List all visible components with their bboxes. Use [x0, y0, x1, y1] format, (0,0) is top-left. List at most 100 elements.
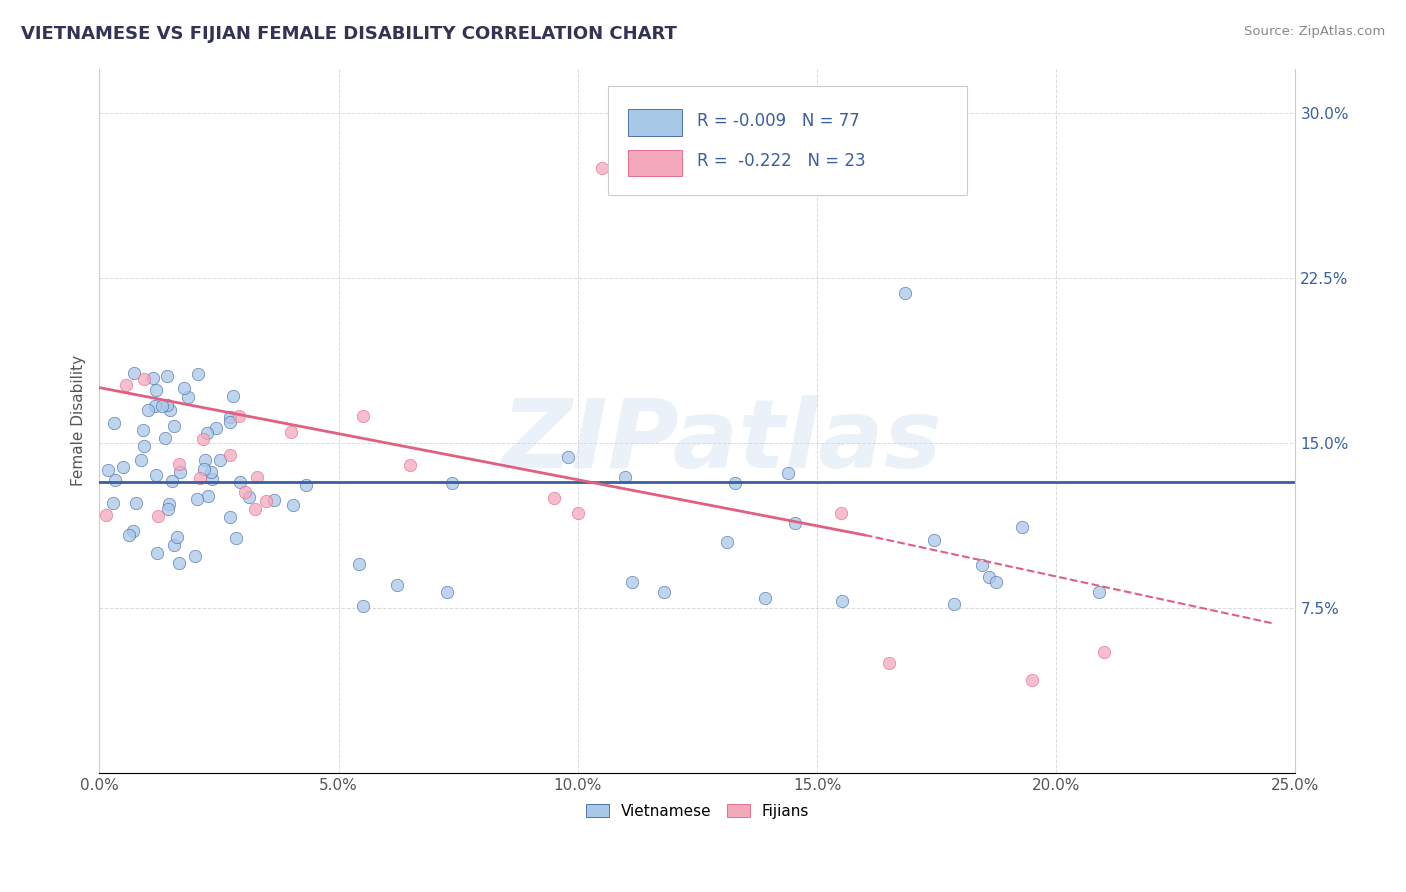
Point: [922, 533, 945, 547]
Point: [204, 421, 226, 435]
Point: [187, 368, 209, 382]
Text: R =  -0.222   N = 23: R = -0.222 N = 23: [697, 153, 866, 170]
Point: [125, 495, 148, 509]
Point: [399, 458, 422, 472]
Point: [280, 425, 302, 439]
FancyBboxPatch shape: [628, 150, 682, 177]
Point: [97, 463, 120, 477]
Point: [970, 558, 993, 573]
Point: [352, 409, 374, 424]
Point: [146, 546, 169, 560]
Point: [441, 476, 464, 491]
Point: [157, 497, 180, 511]
Point: [984, 575, 1007, 590]
Point: [162, 418, 184, 433]
Point: [1011, 520, 1033, 534]
Point: [233, 484, 256, 499]
Y-axis label: Female Disability: Female Disability: [72, 355, 86, 486]
Point: [115, 378, 138, 392]
Point: [167, 457, 190, 471]
Point: [103, 495, 125, 509]
Point: [167, 557, 190, 571]
Point: [613, 470, 636, 484]
Point: [136, 402, 159, 417]
Point: [652, 585, 675, 599]
Point: [156, 398, 179, 412]
Text: Source: ZipAtlas.com: Source: ZipAtlas.com: [1244, 25, 1385, 38]
Point: [118, 527, 141, 541]
Point: [156, 502, 179, 516]
Point: [166, 530, 188, 544]
Point: [184, 549, 207, 563]
Point: [385, 577, 408, 591]
Point: [111, 460, 134, 475]
Point: [146, 508, 169, 523]
Point: [877, 656, 900, 670]
Point: [283, 498, 305, 512]
Point: [193, 462, 215, 476]
Point: [209, 453, 232, 467]
Point: [103, 416, 125, 430]
FancyBboxPatch shape: [607, 87, 966, 195]
Point: [173, 381, 195, 395]
Point: [218, 448, 240, 462]
Text: VIETNAMESE VS FIJIAN FEMALE DISABILITY CORRELATION CHART: VIETNAMESE VS FIJIAN FEMALE DISABILITY C…: [21, 25, 676, 43]
Point: [145, 467, 167, 482]
Point: [153, 431, 176, 445]
Point: [122, 366, 145, 380]
Point: [200, 466, 222, 480]
Point: [143, 399, 166, 413]
Point: [263, 493, 285, 508]
Text: R = -0.009   N = 77: R = -0.009 N = 77: [697, 112, 860, 130]
Point: [785, 516, 807, 530]
Point: [543, 491, 565, 505]
Point: [193, 433, 215, 447]
Point: [831, 594, 853, 608]
Point: [219, 415, 242, 429]
FancyBboxPatch shape: [628, 110, 682, 136]
Point: [349, 558, 371, 572]
Point: [246, 470, 269, 484]
Point: [567, 506, 589, 520]
Point: [238, 490, 260, 504]
Legend: Vietnamese, Fijians: Vietnamese, Fijians: [579, 797, 815, 825]
Point: [754, 591, 776, 605]
Point: [104, 473, 127, 487]
Point: [620, 574, 643, 589]
Point: [778, 466, 800, 480]
Point: [1088, 585, 1111, 599]
Point: [254, 494, 277, 508]
Point: [557, 450, 579, 465]
Point: [145, 383, 167, 397]
Point: [894, 285, 917, 300]
Point: [186, 492, 208, 507]
Point: [195, 426, 218, 441]
Point: [436, 585, 458, 599]
Point: [131, 452, 153, 467]
Point: [131, 423, 153, 437]
Point: [134, 439, 156, 453]
Point: [150, 399, 173, 413]
Point: [121, 524, 143, 538]
Point: [176, 390, 198, 404]
Point: [979, 570, 1001, 584]
Point: [219, 409, 242, 424]
Point: [163, 538, 186, 552]
Point: [591, 161, 613, 175]
Point: [162, 475, 184, 489]
Point: [197, 489, 219, 503]
Point: [724, 476, 747, 491]
Point: [229, 475, 252, 489]
Point: [219, 510, 242, 524]
Point: [295, 478, 318, 492]
Point: [142, 370, 165, 384]
Point: [1021, 673, 1043, 688]
Point: [94, 508, 117, 522]
Point: [159, 403, 181, 417]
Point: [194, 453, 217, 467]
Point: [716, 535, 738, 549]
Point: [1092, 645, 1115, 659]
Point: [352, 599, 374, 614]
Point: [228, 409, 250, 423]
Point: [188, 471, 211, 485]
